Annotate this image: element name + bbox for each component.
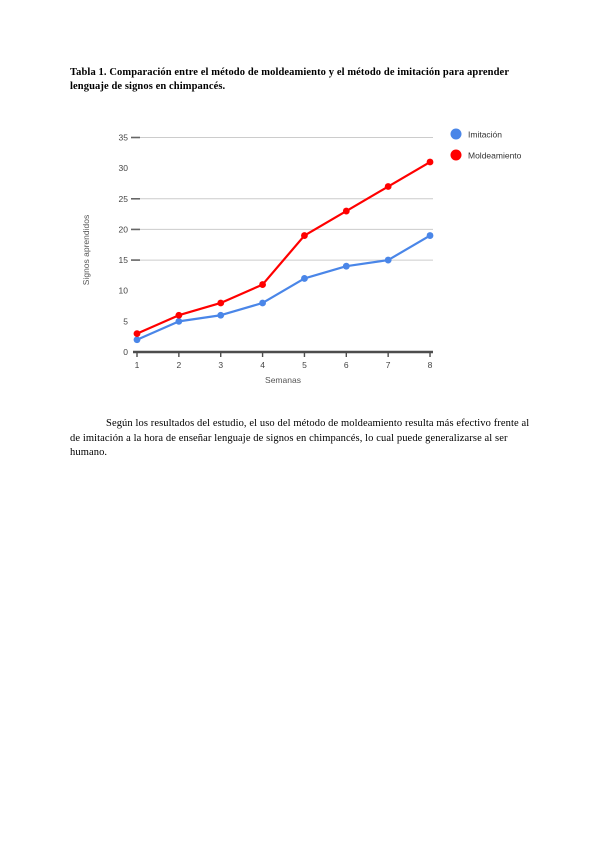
chart-canvas: 0 5 10 15 20 25 30 35 1 2 3 4 5 6 7 8 Semanas Signos apre… — [81, 128, 522, 385]
y-axis-title: Signos aprendidos — [81, 215, 91, 285]
legend-label: Imitación — [468, 130, 502, 140]
x-tick-label: 1 — [135, 360, 140, 370]
y-tick-label: 15 — [119, 255, 129, 265]
data-point — [342, 207, 350, 215]
series-line-imitación — [135, 234, 432, 341]
data-point — [426, 232, 434, 239]
y-tick-label: 20 — [119, 224, 129, 234]
x-tick-label: 2 — [176, 360, 181, 370]
series-line-moldeamiento — [135, 160, 432, 335]
x-tick-label: 5 — [302, 360, 307, 370]
data-point — [175, 311, 183, 319]
data-point — [301, 275, 308, 282]
data-point — [133, 336, 141, 344]
y-tick-label: 5 — [123, 316, 128, 326]
body-paragraph: Según los resultados del estudio, el uso… — [70, 418, 530, 458]
data-point — [217, 299, 225, 307]
line-chart: 0 5 10 15 20 25 30 35 1 2 3 4 5 6 7 8 Semanas Signos apre… — [70, 112, 530, 397]
data-point — [133, 330, 141, 338]
data-point — [384, 183, 392, 190]
legend-swatch — [450, 149, 462, 161]
data-point — [342, 262, 350, 270]
data-point — [426, 158, 434, 166]
data-point — [217, 311, 225, 319]
y-tick-label: 35 — [119, 133, 129, 143]
y-tick-label: 25 — [119, 194, 129, 204]
data-point — [175, 317, 183, 325]
legend-label: Moldeamiento — [468, 151, 522, 161]
y-tick-label: 0 — [123, 347, 128, 357]
data-point — [259, 299, 266, 307]
data-point — [259, 281, 266, 288]
legend-swatch — [450, 128, 462, 140]
y-tick-label: 10 — [119, 286, 129, 296]
x-tick-label: 4 — [260, 360, 265, 370]
x-tick-label: 8 — [428, 360, 433, 370]
data-point — [301, 232, 308, 239]
x-tick-label: 7 — [386, 360, 391, 370]
x-axis-title: Semanas — [265, 375, 301, 385]
x-tick-label: 6 — [344, 360, 349, 370]
y-tick-label: 30 — [119, 163, 129, 173]
data-point — [384, 256, 392, 264]
x-tick-label: 3 — [218, 360, 223, 370]
table-caption: Tabla 1. Comparación entre el método de … — [70, 67, 509, 92]
